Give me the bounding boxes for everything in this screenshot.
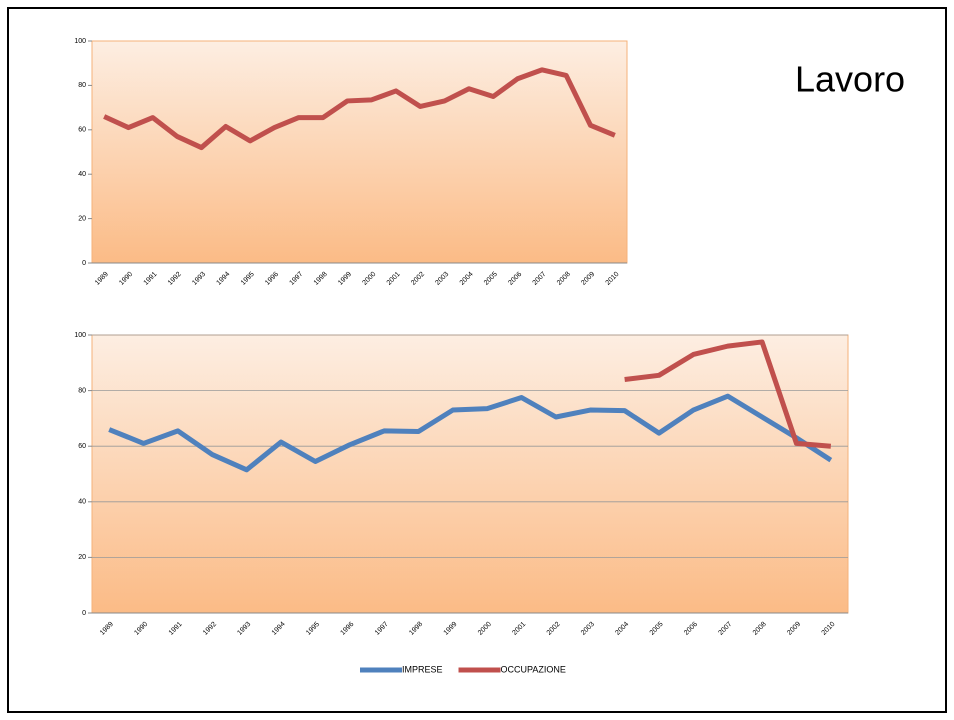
series-line [103, 67, 616, 151]
slide-title: Lavoro [795, 59, 905, 100]
series-line [624, 339, 832, 449]
plot-area [91, 40, 628, 264]
y-tick-label: 100 [74, 38, 86, 45]
y-tick-label: 40 [78, 499, 86, 506]
legend-label: IMPRESE [402, 664, 443, 674]
y-tick-label: 80 [78, 82, 86, 89]
y-tick-label: 0 [82, 260, 86, 267]
y-tick-label: 60 [78, 127, 86, 134]
y-tick-label: 60 [78, 443, 86, 450]
y-tick-label: 100 [74, 332, 86, 339]
y-tick-label: 80 [78, 387, 86, 394]
plot-area [91, 334, 849, 614]
legend-label: OCCUPAZIONE [501, 664, 566, 674]
y-tick-label: 40 [78, 171, 86, 178]
y-tick-label: 20 [78, 554, 86, 561]
y-tick-label: 0 [82, 610, 86, 617]
series-line [108, 393, 833, 473]
y-tick-label: 20 [78, 215, 86, 222]
